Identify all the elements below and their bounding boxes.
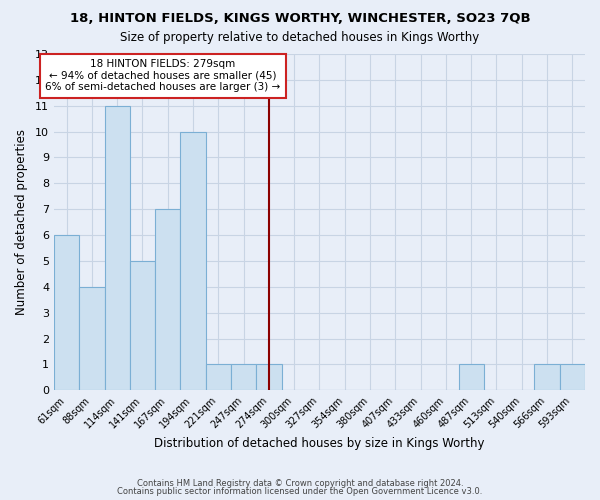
Text: Size of property relative to detached houses in Kings Worthy: Size of property relative to detached ho… (121, 31, 479, 44)
Text: 18 HINTON FIELDS: 279sqm
← 94% of detached houses are smaller (45)
6% of semi-de: 18 HINTON FIELDS: 279sqm ← 94% of detach… (45, 59, 280, 92)
Bar (458, 364, 484, 390)
Bar (231, 364, 256, 390)
Bar (104, 106, 130, 391)
Bar (79, 287, 104, 391)
X-axis label: Distribution of detached houses by size in Kings Worthy: Distribution of detached houses by size … (154, 437, 485, 450)
Text: Contains public sector information licensed under the Open Government Licence v3: Contains public sector information licen… (118, 487, 482, 496)
Text: 18, HINTON FIELDS, KINGS WORTHY, WINCHESTER, SO23 7QB: 18, HINTON FIELDS, KINGS WORTHY, WINCHES… (70, 12, 530, 26)
Bar (181, 132, 206, 390)
Y-axis label: Number of detached properties: Number of detached properties (15, 129, 28, 315)
Bar (206, 364, 231, 390)
Bar (54, 235, 79, 390)
Bar (130, 261, 155, 390)
Bar (155, 209, 181, 390)
Bar (560, 364, 585, 390)
Bar (256, 364, 281, 390)
Text: Contains HM Land Registry data © Crown copyright and database right 2024.: Contains HM Land Registry data © Crown c… (137, 478, 463, 488)
Bar (535, 364, 560, 390)
